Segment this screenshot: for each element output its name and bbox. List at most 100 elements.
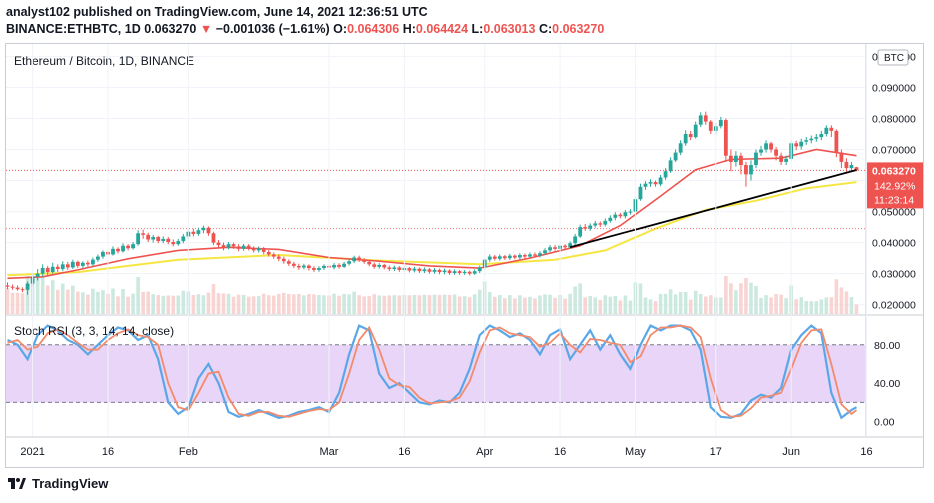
candle [663,168,668,180]
volume-bar [583,297,588,314]
candle [467,270,472,276]
candle [538,251,542,258]
volume-bar [784,298,788,314]
candle-body [819,134,824,138]
candle [653,180,658,187]
candle [5,282,10,290]
candle [573,233,578,246]
candle [819,130,824,141]
candle-body [779,155,784,162]
candle-body [171,242,176,245]
candle-body [467,271,472,274]
candle-body [543,250,547,254]
candle-body [548,247,552,251]
candle-body [678,143,683,153]
candle [678,140,683,156]
volume-bar [287,293,291,314]
candle-body [502,256,507,259]
time-tick-label: 16 [398,446,410,458]
chart-title: Ethereum / Bitcoin, 1D, BINANCE [14,54,194,68]
price-tick-label: 0.070000 [872,145,916,157]
candle [347,259,351,266]
volume-bar [367,296,371,314]
candle-body [814,137,819,139]
candle-body [588,225,593,229]
volume-bar [261,293,266,314]
candle-body [673,152,678,161]
candle [206,226,211,236]
candle [683,130,688,146]
volume-bar [462,296,467,314]
candle-body [688,134,693,138]
candle-body [196,230,201,234]
price-tick-label: 0.020000 [872,300,916,312]
time-tick-label: Mar [320,446,339,458]
candle [487,254,492,262]
candle [111,246,115,256]
candle-body [517,255,522,258]
volume-bar [382,295,387,314]
candle [96,254,100,262]
volume-bar [35,276,40,314]
stoch-d-line [7,324,858,418]
candle-body [276,256,281,259]
candle-body [111,248,115,255]
volume-bar [76,291,80,314]
candle [583,224,588,231]
candle [442,268,447,275]
candle [502,255,507,260]
volume-bar [387,295,392,314]
candle-body [362,259,367,262]
candle-body [628,211,633,213]
volume-bar [15,292,20,314]
candle [839,149,844,169]
candle-body [96,256,100,260]
candle-body [723,120,728,156]
candle [407,266,412,273]
last-price-badge [866,162,923,209]
candle-body [442,270,447,273]
volume-bar [96,291,100,314]
volume-bar [528,296,532,314]
candle [668,157,673,173]
candle [156,235,161,244]
candle [603,218,608,227]
candle-body [774,149,778,156]
price-tick-label: 0.090000 [872,82,916,94]
candle [628,209,633,215]
candle [437,268,442,275]
volume-bar [854,304,859,314]
candle [804,137,809,145]
candle [246,244,251,251]
candle [55,264,60,273]
candle [834,129,839,158]
candle [432,268,437,274]
volume-bar [849,297,854,314]
candle-body [65,264,70,268]
low-value: 0.063013 [483,22,536,36]
candle [101,250,105,259]
candle [352,255,357,264]
candle [337,263,341,269]
candle-body [151,237,156,240]
tradingview-footer[interactable]: TradingView [8,476,108,491]
currency-badge [877,49,909,66]
candle [317,266,321,272]
candle-body [598,223,603,225]
candle-body [236,246,241,249]
volume-bar [111,288,115,314]
candle-body [693,124,698,138]
candle-body [603,220,608,225]
candle [251,246,256,253]
time-tick-label: Jun [782,446,800,458]
candle-body [608,217,613,221]
volume-bar [824,297,829,314]
candle [497,254,502,261]
candle [276,254,281,262]
volume-bar [533,298,537,314]
volume-bar [231,296,236,314]
candle [266,250,271,257]
open-value: 0.064306 [347,22,400,36]
candle-body [231,244,236,247]
